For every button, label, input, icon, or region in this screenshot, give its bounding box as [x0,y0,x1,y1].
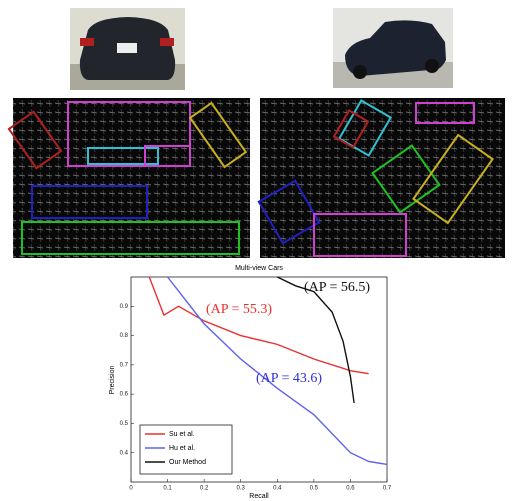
x-tick-label: 0.4 [273,486,282,492]
car-photo-side [333,8,453,88]
annotation: (AP = 55.3) [206,302,272,317]
chart-title: Multi-view Cars [235,265,283,272]
y-axis-label: Precision [109,366,116,395]
legend-label: Su et al. [169,431,195,438]
hog-panel-left [9,98,250,258]
x-tick-label: 0.7 [383,486,392,492]
legend: Su et al. Hu et al. Our Method [140,425,232,474]
x-tick-label: 0.1 [163,486,172,492]
hog-panel-right [259,98,505,258]
x-axis-label: Recall [249,493,269,500]
legend-label: Our Method [169,459,206,466]
x-tick-label: 0.5 [310,486,319,492]
x-tick-label: 0.6 [346,486,355,492]
annotation: (AP = 43.6) [256,371,322,386]
x-tick-label: 0 [129,486,133,492]
y-tick-label: 0.5 [120,421,129,427]
x-tick-label: 0.3 [237,486,246,492]
car-photo-rear [70,8,185,90]
y-tick-label: 0.9 [120,304,129,310]
y-tick-label: 0.8 [120,333,129,339]
figure: Multi-view Cars Recall Precision Su et a… [0,0,520,501]
y-tick-label: 0.6 [120,392,129,398]
legend-label: Hu et al. [169,445,195,452]
y-tick-label: 0.4 [120,450,129,456]
page: {"chart_data": {"type": "line", "title":… [0,0,520,501]
x-tick-label: 0.2 [200,486,209,492]
y-tick-label: 0.7 [120,362,129,368]
annotation: (AP = 56.5) [304,280,370,295]
